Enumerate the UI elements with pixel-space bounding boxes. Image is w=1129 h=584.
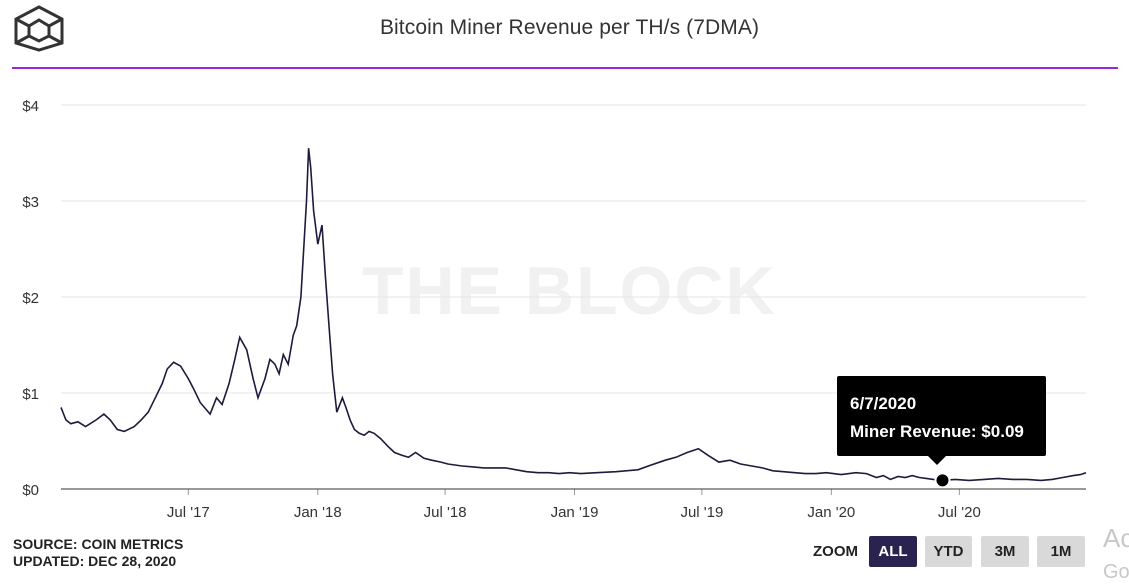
gridlines bbox=[61, 104, 1086, 394]
x-tick-label: Jan '18 bbox=[294, 504, 342, 521]
tooltip-arrow bbox=[928, 456, 946, 465]
tooltip: 6/7/2020 Miner Revenue: $0.09 bbox=[837, 376, 1046, 456]
zoom-ytd-button[interactable]: YTD bbox=[925, 536, 972, 567]
zoom-all-button[interactable]: ALL bbox=[869, 536, 917, 567]
x-tick-label: Jul '20 bbox=[938, 504, 981, 521]
chart-title: Bitcoin Miner Revenue per TH/s (7DMA) bbox=[379, 16, 760, 39]
y-tick-label: $2 bbox=[22, 290, 39, 307]
y-tick-label: $0 bbox=[22, 482, 39, 499]
updated-line: UPDATED: DEC 28, 2020 bbox=[13, 553, 177, 569]
source-credit: SOURCE: COIN METRICS UPDATED: DEC 28, 20… bbox=[13, 536, 183, 570]
x-tick-label: Jul '18 bbox=[424, 504, 467, 521]
activation-overlay-text-2: Go bbox=[1103, 561, 1129, 583]
highlight-point[interactable] bbox=[934, 472, 951, 489]
cube-logo-icon bbox=[14, 5, 64, 52]
x-tick-label: Jul '19 bbox=[680, 504, 723, 521]
series-line-miner-revenue bbox=[60, 148, 1087, 482]
zoom-1m-button[interactable]: 1M bbox=[1037, 536, 1085, 567]
activation-overlay-text: Ac bbox=[1103, 523, 1129, 553]
x-tick-label: Jul '17 bbox=[167, 504, 210, 521]
y-tick-label: $4 bbox=[22, 98, 39, 115]
x-axis-ticks: Jul '17 Jan '18 Jul '18 Jan '19 Jul '19 Jan '… bbox=[167, 489, 981, 521]
tooltip-date: 6/7/2020 bbox=[850, 394, 917, 413]
y-axis-ticks: $0 $1 $2 $3 $4 bbox=[22, 98, 39, 499]
watermark: THE BLOCK bbox=[362, 253, 777, 329]
y-tick-label: $3 bbox=[22, 194, 39, 211]
title-divider bbox=[12, 67, 1118, 69]
x-tick-label: Jan '19 bbox=[551, 504, 599, 521]
source-line: SOURCE: COIN METRICS bbox=[13, 536, 184, 552]
x-tick-label: Jan '20 bbox=[807, 504, 855, 521]
tooltip-value: Miner Revenue: $0.09 bbox=[850, 422, 1024, 441]
zoom-3m-button[interactable]: 3M bbox=[981, 536, 1029, 567]
y-tick-label: $1 bbox=[22, 386, 39, 403]
zoom-label: ZOOM bbox=[813, 543, 858, 560]
